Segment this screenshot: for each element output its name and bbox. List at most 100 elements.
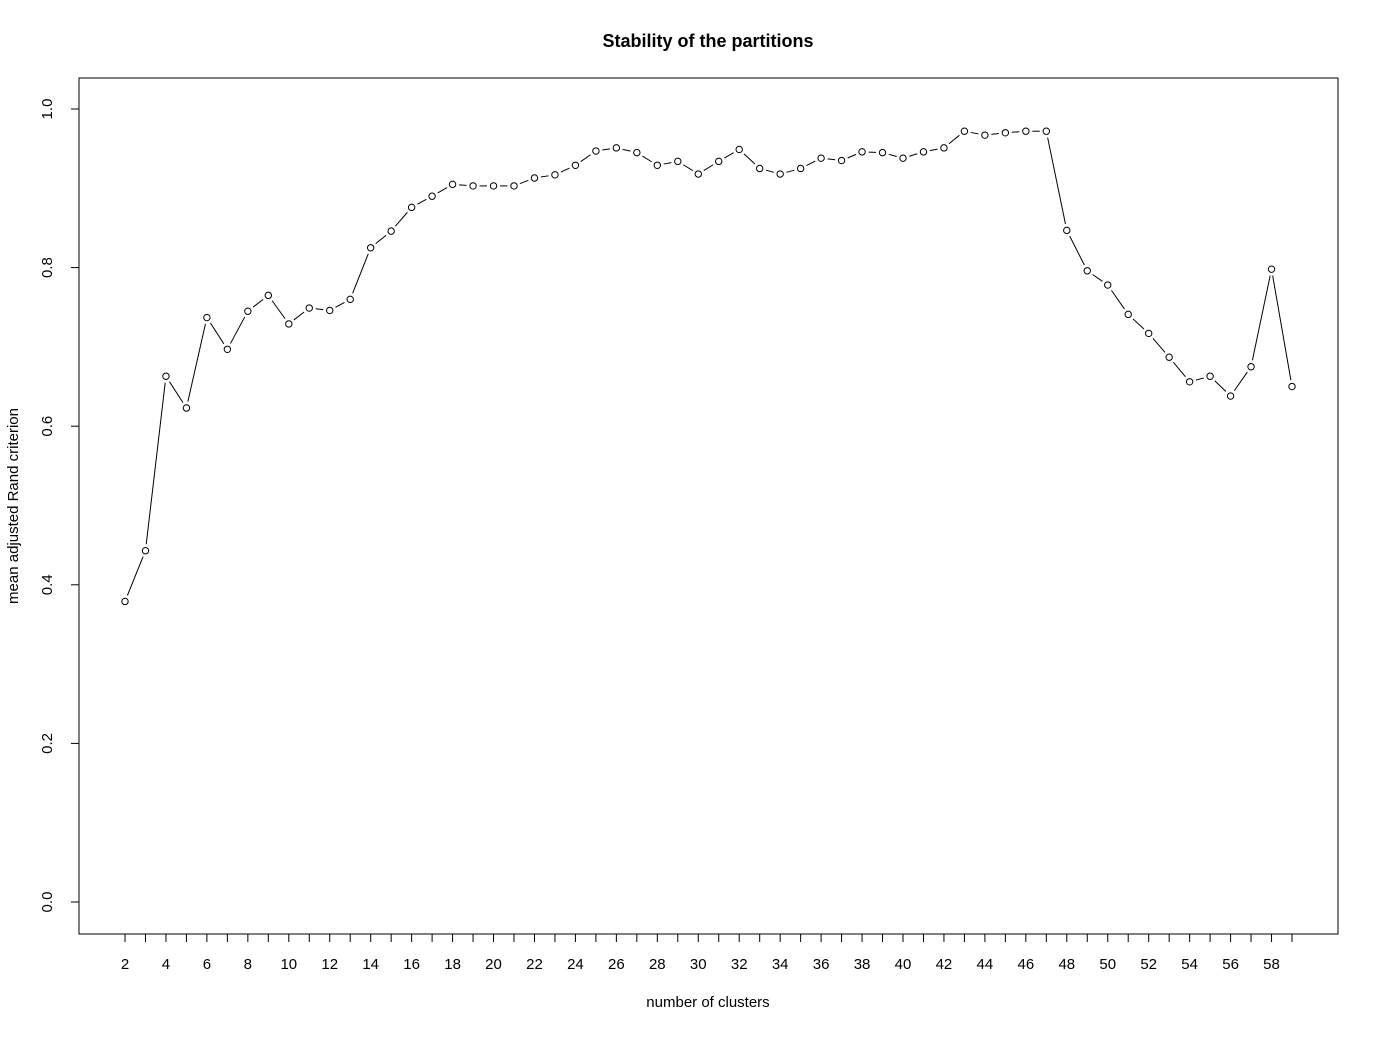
y-tick-label: 1.0: [39, 99, 56, 120]
x-tick-label: 44: [977, 956, 994, 973]
x-tick-label: 14: [362, 956, 379, 973]
data-point: [920, 149, 926, 155]
data-point: [327, 307, 333, 313]
data-point: [142, 548, 148, 554]
x-tick-label: 28: [649, 956, 666, 973]
x-tick-label: 22: [526, 956, 543, 973]
x-tick-label: 50: [1099, 956, 1116, 973]
data-point: [1145, 330, 1151, 336]
data-point: [490, 183, 496, 189]
data-point: [1084, 268, 1090, 274]
x-tick-label: 46: [1017, 956, 1034, 973]
data-point: [634, 149, 640, 155]
data-point: [1227, 393, 1233, 399]
data-point: [408, 204, 414, 210]
x-tick-label: 6: [203, 956, 211, 973]
x-tick-label: 54: [1181, 956, 1198, 973]
data-point: [941, 145, 947, 151]
data-point: [1064, 227, 1070, 233]
data-point: [204, 314, 210, 320]
data-point: [654, 162, 660, 168]
x-tick-label: 20: [485, 956, 502, 973]
data-point: [1289, 383, 1295, 389]
data-point: [1268, 266, 1274, 272]
x-tick-label: 24: [567, 956, 584, 973]
x-tick-label: 4: [162, 956, 170, 973]
x-tick-label: 18: [444, 956, 461, 973]
data-point: [1023, 128, 1029, 134]
data-point: [1105, 282, 1111, 288]
y-tick-label: 0.2: [39, 733, 56, 754]
data-point: [613, 145, 619, 151]
x-tick-label: 38: [854, 956, 871, 973]
data-point: [531, 175, 537, 181]
x-tick-label: 32: [731, 956, 748, 973]
data-point: [224, 346, 230, 352]
series-line-segment: [459, 185, 467, 186]
data-point: [449, 181, 455, 187]
data-point: [1186, 379, 1192, 385]
data-point: [838, 157, 844, 163]
chart-title: Stability of the partitions: [602, 31, 813, 51]
data-point: [736, 146, 742, 152]
data-point: [797, 165, 803, 171]
data-point: [756, 165, 762, 171]
x-tick-label: 36: [813, 956, 830, 973]
series-line-segment: [1012, 132, 1020, 133]
x-tick-label: 48: [1058, 956, 1075, 973]
x-tick-label: 10: [280, 956, 297, 973]
y-tick-label: 0.8: [39, 257, 56, 278]
x-tick-label: 56: [1222, 956, 1239, 973]
data-point: [245, 308, 251, 314]
data-point: [306, 305, 312, 311]
data-point: [1002, 130, 1008, 136]
data-point: [552, 172, 558, 178]
x-tick-label: 34: [772, 956, 789, 973]
data-point: [675, 158, 681, 164]
y-tick-label: 0.0: [39, 892, 56, 913]
x-tick-label: 8: [244, 956, 252, 973]
data-point: [900, 155, 906, 161]
data-point: [122, 598, 128, 604]
data-point: [859, 149, 865, 155]
data-point: [429, 193, 435, 199]
y-tick-label: 0.6: [39, 416, 56, 437]
x-tick-label: 52: [1140, 956, 1157, 973]
data-point: [511, 183, 517, 189]
x-tick-label: 30: [690, 956, 707, 973]
x-tick-label: 26: [608, 956, 625, 973]
data-point: [367, 245, 373, 251]
data-point: [716, 158, 722, 164]
data-point: [777, 171, 783, 177]
data-point: [470, 183, 476, 189]
data-point: [1166, 354, 1172, 360]
x-tick-label: 2: [121, 956, 129, 973]
data-point: [1207, 373, 1213, 379]
data-point: [879, 149, 885, 155]
x-tick-label: 40: [895, 956, 912, 973]
data-point: [1248, 364, 1254, 370]
x-tick-label: 58: [1263, 956, 1280, 973]
x-axis-title: number of clusters: [646, 994, 769, 1011]
data-point: [388, 228, 394, 234]
y-tick-label: 0.4: [39, 574, 56, 595]
data-point: [265, 292, 271, 298]
data-point: [1043, 128, 1049, 134]
data-point: [818, 155, 824, 161]
data-point: [163, 373, 169, 379]
x-tick-label: 12: [321, 956, 338, 973]
data-point: [593, 148, 599, 154]
data-point: [982, 132, 988, 138]
data-point: [1125, 311, 1131, 317]
data-point: [183, 405, 189, 411]
y-axis-title: mean adjusted Rand criterion: [5, 408, 22, 604]
x-tick-label: 16: [403, 956, 420, 973]
x-tick-label: 42: [936, 956, 953, 973]
data-point: [347, 296, 353, 302]
data-point: [695, 171, 701, 177]
data-point: [286, 321, 292, 327]
data-point: [961, 128, 967, 134]
